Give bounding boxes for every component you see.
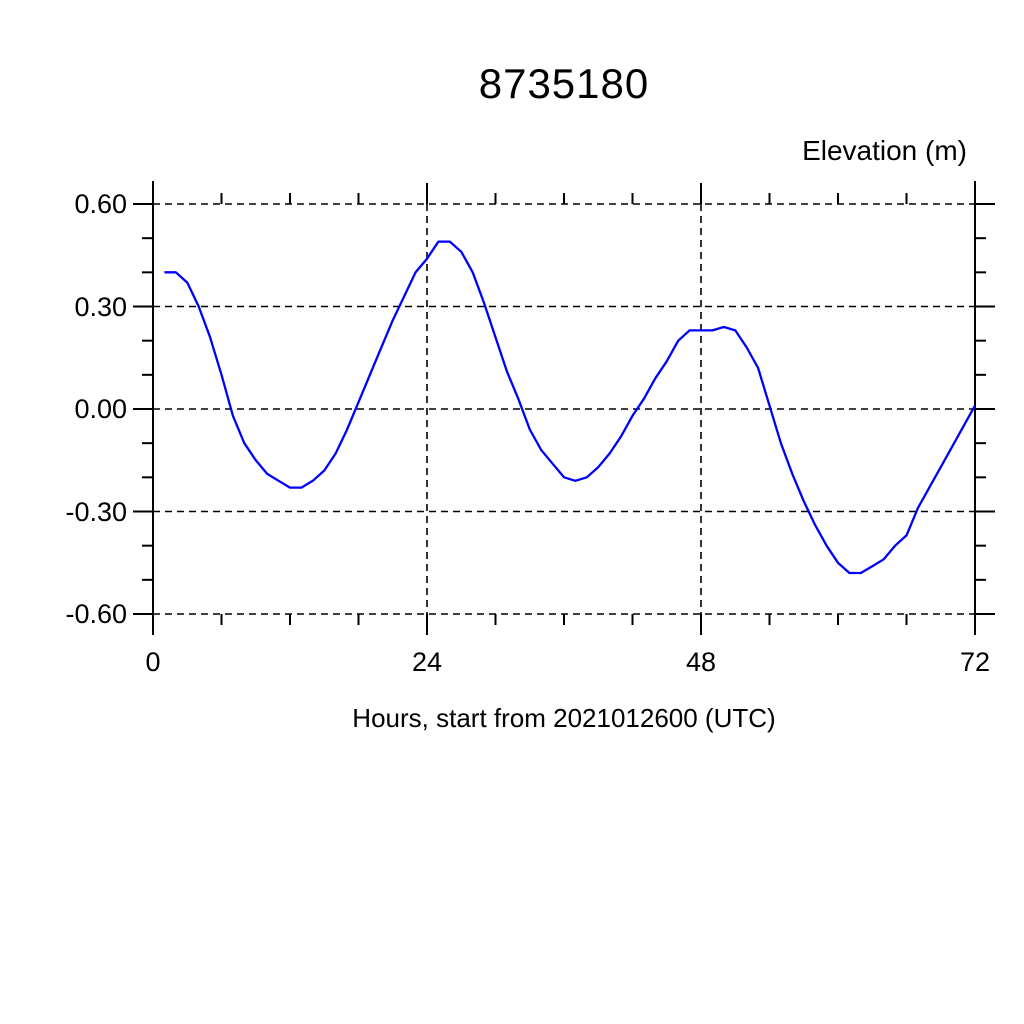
y-tick-label: 0.60 bbox=[74, 189, 127, 219]
series-elevation-line bbox=[164, 240, 977, 575]
y-tick-label: -0.60 bbox=[65, 599, 127, 629]
y-tick-label: 0.30 bbox=[74, 291, 127, 322]
y-axis-title: Elevation (m) bbox=[802, 135, 967, 166]
chart-title: 8735180 bbox=[478, 60, 650, 107]
x-tick-label: 72 bbox=[959, 647, 991, 677]
x-tick-label: 0 bbox=[145, 647, 161, 677]
y-tick-label: -0.30 bbox=[65, 496, 127, 527]
x-axis-title: Hours, start from 2021012600 (UTC) bbox=[352, 703, 776, 733]
x-tick-label: 24 bbox=[411, 647, 443, 677]
y-tick-label: 0.00 bbox=[74, 394, 127, 424]
x-tick-label: 48 bbox=[685, 647, 717, 677]
